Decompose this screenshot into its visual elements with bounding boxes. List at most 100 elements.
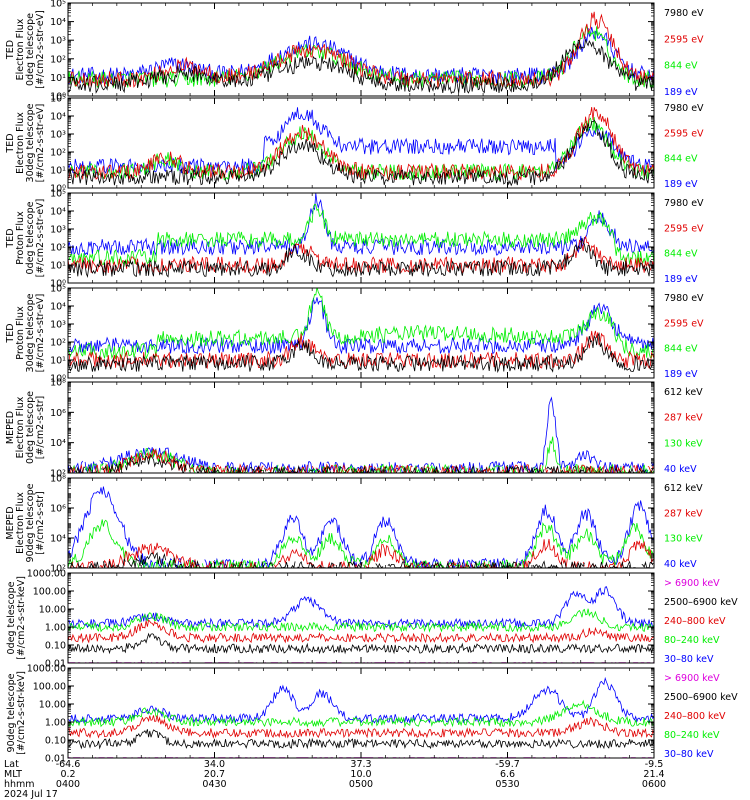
panel-7-ytick-label: 0.01 [45, 659, 66, 670]
panel-4-legend-item: 2595 eV [664, 318, 704, 329]
panel-1-ytick-label: 10² [50, 54, 66, 65]
panel-7-ylabel-line: 0deg telescope [6, 581, 17, 654]
panel-2-series-black [68, 119, 654, 187]
panel-8-legend-item: 240–800 keV [664, 711, 726, 722]
panel-7-legend-item: 2500–6900 keV [664, 597, 738, 608]
panel-1-ytick-label: 10⁴ [50, 17, 66, 28]
panel-3-series-red [68, 235, 654, 274]
panel-7: 0.01 0.10 1.00 10.00 100.00 1000.00 0deg teles… [6, 569, 738, 670]
panel-8-legend-item: > 6900 keV [664, 673, 720, 684]
panel-6-ytick-label: 10⁶ [50, 504, 66, 515]
panel-3-ylabel-line: 0deg telescope [25, 201, 36, 274]
x-tick-mlt: 6.6 [500, 769, 515, 780]
panel-7-data [68, 586, 654, 663]
panel-7-ytick-label: 0.10 [45, 641, 66, 652]
panel-7-legend-item: 240–800 keV [664, 616, 726, 627]
x-tick-mlt: 20.7 [204, 769, 225, 780]
x-tick-lat: -64.6 [56, 759, 81, 770]
x-tick-lat: -59.7 [495, 759, 520, 770]
panel-3-legend-item: 7980 eV [664, 198, 704, 209]
panel-5-frame [67, 381, 655, 474]
panel-6-legend-item: 130 keV [664, 534, 703, 545]
panel-8-series-green [68, 699, 654, 728]
panel-5-legend-item: 130 keV [664, 438, 703, 449]
panel-4-ylabel-line: [#/cm2-s-str-eV] [35, 294, 46, 373]
panel-3-ytick-label: 10⁰ [50, 279, 66, 290]
panel-8-ylabel-line: 90deg telescope [6, 673, 17, 752]
panel-2-data [68, 107, 654, 187]
panel-6-ytick-label: 10⁴ [50, 534, 66, 545]
panel-6-ylabel-line: Electron Flux [15, 492, 26, 554]
panel-2-ylabel-line: TED [5, 133, 16, 153]
x-tick-lat: -9.5 [645, 759, 664, 770]
panel-8-legend-item: 80–240 keV [664, 730, 720, 741]
panel-8-ytick-label: 0.01 [45, 754, 66, 765]
panel-4-ytick-label: 10¹ [50, 356, 66, 367]
panel-6-legend-item: 287 keV [664, 508, 703, 519]
panel-5-legend-item: 40 keV [664, 464, 697, 475]
panel-7-ytick-label: 10.00 [39, 605, 66, 616]
panel-3-legend-item: 189 eV [664, 274, 698, 285]
panel-8-series-black [68, 729, 654, 750]
panel-2-ytick-label: 10¹ [50, 166, 66, 177]
panel-2-ytick-label: 10² [50, 148, 66, 159]
panel-2-legend-item: 7980 eV [664, 103, 704, 114]
panel-6-series-red [71, 538, 654, 568]
panel-5-legend-item: 287 keV [664, 413, 703, 424]
panel-5-data [68, 396, 654, 473]
panel-3-legend-item: 844 eV [664, 249, 698, 260]
panel-8-legend-item: 30–80 keV [664, 749, 714, 760]
panel-4-legend-item: 189 eV [664, 369, 698, 380]
panel-3-ylabel-line: [#/cm2-s-str-eV] [35, 199, 46, 278]
panel-5: 10² 10⁴ 10⁶ 10⁸ MEPED Electron Flux 0deg teles… [5, 378, 703, 480]
panel-4-ytick-label: 10⁴ [50, 302, 66, 313]
panel-2-ytick-label: 10⁵ [50, 94, 66, 105]
panel-3-ylabel-line: TED [5, 228, 16, 248]
x-row-label: MLT [4, 769, 22, 780]
panel-1-ytick-label: 10⁵ [50, 0, 66, 10]
panel-8-legend-item: 2500–6900 keV [664, 692, 738, 703]
panel-2-ylabel-line: 30deg telescope [25, 103, 36, 182]
panel-3-legend-item: 2595 eV [664, 223, 704, 234]
panel-4-ytick-label: 10³ [50, 320, 66, 331]
panel-3-series-green [68, 203, 654, 268]
panel-4: 10⁰ 10¹ 10² 10³ 10⁴ 10⁵ TED Proton Flux 30deg te… [5, 284, 704, 385]
panel-1-legend-item: 844 eV [664, 61, 698, 72]
panel-1: 10⁰ 10¹ 10² 10³ 10⁴ 10⁵ TED Electron Flux 0deg t… [5, 0, 704, 103]
x-tick-hhmm: 0500 [349, 779, 373, 790]
panel-2-series-blue [68, 107, 654, 175]
panel-1-ytick-label: 10³ [50, 36, 66, 47]
panel-3-series-black [68, 237, 654, 279]
panel-3-frame [67, 192, 655, 284]
panel-1-series-black [68, 38, 654, 94]
panel-4-ylabel-line: TED [5, 323, 16, 343]
panel-4-legend-item: 844 eV [664, 344, 698, 355]
panel-3-ytick-label: 10² [50, 243, 66, 254]
panel-6-ylabel-line: [#/cm2-s-str] [35, 491, 46, 554]
panel-8-ytick-label: 1000.00 [27, 664, 66, 675]
panel-4-legend-item: 7980 eV [664, 293, 704, 304]
x-tick-mlt: 21.4 [643, 769, 664, 780]
x-tick-hhmm: 0430 [202, 779, 226, 790]
panel-3-ytick-label: 10¹ [50, 261, 66, 272]
panel-4-series-black [68, 332, 654, 374]
panel-6-ylabel-line: 90deg telescope [25, 483, 36, 562]
panel-1-legend-item: 189 eV [664, 87, 698, 98]
x-row-label: Lat [4, 759, 19, 770]
panel-6-ytick-label: 10² [50, 564, 66, 575]
panel-5-ylabel-line: 0deg telescope [25, 391, 36, 464]
panel-5-series-green [71, 436, 654, 473]
panel-1-ylabel-line: Electron Flux [15, 18, 26, 80]
panel-2-legend-item: 844 eV [664, 154, 698, 165]
panel-5-legend-item: 612 keV [664, 387, 703, 398]
panel-8-data [68, 676, 654, 757]
panel-1-ytick-label: 10⁰ [50, 92, 66, 103]
panel-8-series-red [68, 715, 654, 739]
x-tick-lat: 37.3 [350, 759, 371, 770]
panel-3-ylabel-line: Proton Flux [15, 211, 26, 265]
panel-4-ytick-label: 10⁵ [50, 284, 66, 295]
x-row-label: 2024 Jul 17 [4, 789, 58, 800]
panel-4-ylabel-line: 30deg telescope [25, 293, 36, 372]
